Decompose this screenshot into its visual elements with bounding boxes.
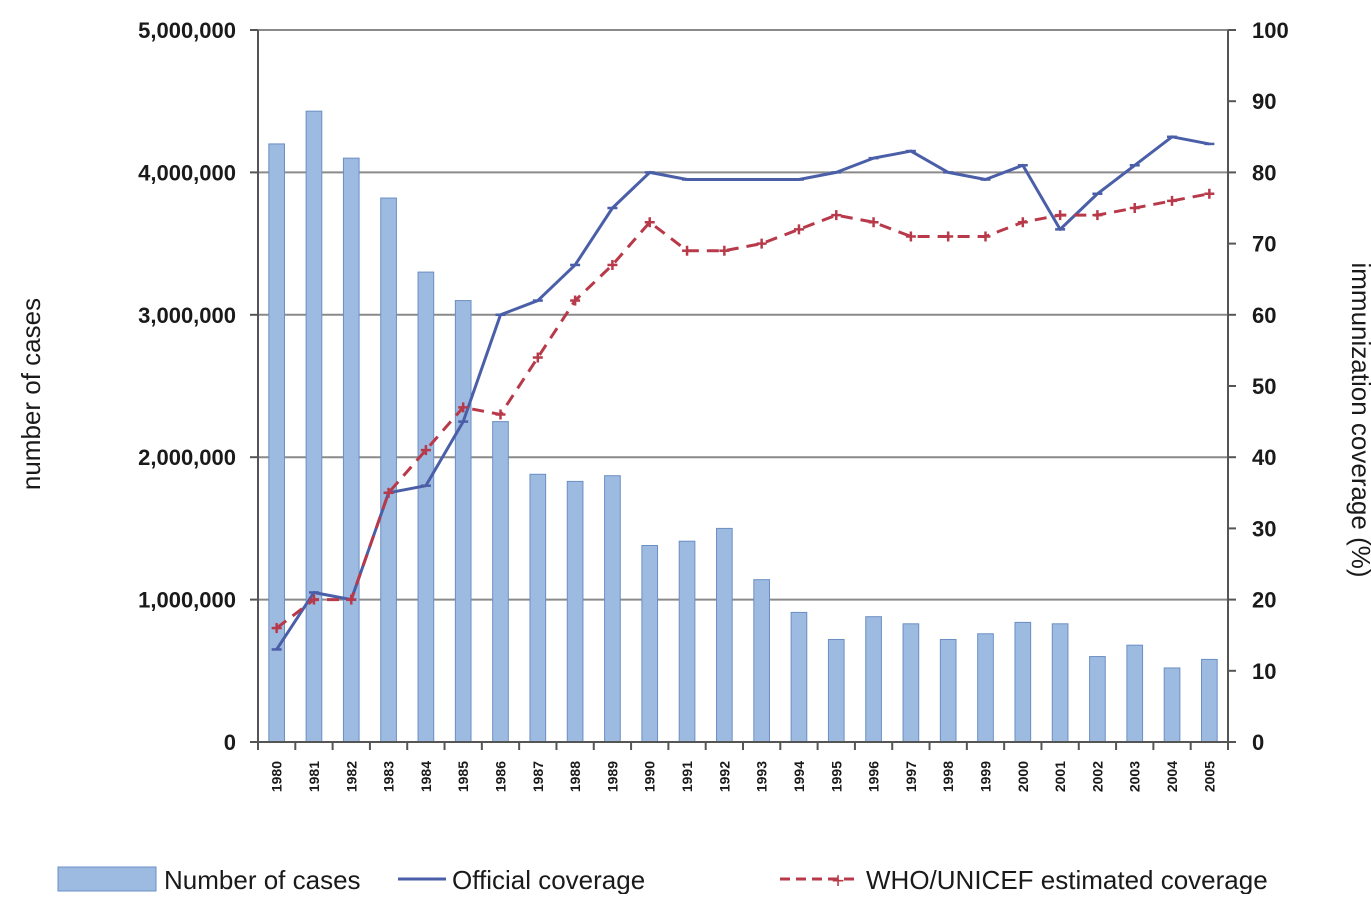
x-tick-label: 1995 xyxy=(828,761,844,792)
bar xyxy=(977,633,994,743)
series-who-line xyxy=(275,192,1210,630)
bar xyxy=(827,638,845,743)
bar xyxy=(342,157,360,743)
x-tick-label: 2003 xyxy=(1127,761,1143,792)
x-tick-label: 1997 xyxy=(903,761,919,792)
x-tick-label: 1992 xyxy=(716,761,732,792)
x-tick-label: 1996 xyxy=(866,761,882,792)
bar xyxy=(678,540,696,743)
bar xyxy=(939,638,957,743)
y-right-tick-label: 20 xyxy=(1252,588,1276,613)
legend: Number of cases Official coverage + WHO/… xyxy=(57,865,1268,895)
x-tick-label: 1980 xyxy=(269,761,285,792)
bar xyxy=(1089,656,1106,743)
bar xyxy=(1014,621,1032,743)
legend-label-who: WHO/UNICEF estimated coverage xyxy=(866,865,1268,894)
y-left-tick-label: 4,000,000 xyxy=(138,160,236,185)
x-tick-label: 1986 xyxy=(493,761,509,792)
x-tick-label: 1999 xyxy=(978,761,994,792)
legend-marker-who: + xyxy=(832,868,845,893)
x-tick-label: 1998 xyxy=(940,761,956,792)
y-right-tick-label: 50 xyxy=(1252,374,1276,399)
y-right-tick-label: 40 xyxy=(1252,445,1276,470)
y-left-tick-label: 5,000,000 xyxy=(138,18,236,43)
legend-label-official: Official coverage xyxy=(452,865,645,894)
y-right-tick-label: 10 xyxy=(1252,659,1276,684)
x-tick-label: 1987 xyxy=(530,761,546,792)
legend-label-cases: Number of cases xyxy=(164,865,361,894)
x-tick-label: 1989 xyxy=(604,761,620,792)
x-tick-label: 2002 xyxy=(1089,761,1105,792)
lines xyxy=(271,135,1215,651)
bar xyxy=(790,611,808,743)
bar xyxy=(902,623,920,743)
bar xyxy=(566,480,584,743)
tick-labels: 0 1,000,000 2,000,000 3,000,000 4,000,000 5,0… xyxy=(138,18,1289,792)
bar xyxy=(380,197,397,743)
bar xyxy=(1163,667,1181,743)
x-tick-label: 1988 xyxy=(567,761,583,792)
bar xyxy=(1126,644,1144,743)
y-left-tick-label: 3,000,000 xyxy=(138,303,236,328)
y-left-tick-label: 1,000,000 xyxy=(138,588,236,613)
bar xyxy=(1051,623,1069,743)
y-right-tick-label: 30 xyxy=(1252,516,1276,541)
bar xyxy=(865,616,882,743)
x-tick-label: 1983 xyxy=(381,761,397,792)
x-tick-label: 2005 xyxy=(1201,761,1217,792)
y-right-tick-label: 80 xyxy=(1252,160,1276,185)
legend-swatch-cases xyxy=(57,866,157,892)
x-tick-label: 1991 xyxy=(679,761,695,792)
bar xyxy=(1201,658,1218,743)
bar xyxy=(268,143,285,743)
y-axis-right-label: immunization coverage (%) xyxy=(1346,262,1371,577)
x-tick-label: 1993 xyxy=(754,761,770,792)
x-tick-label: 1984 xyxy=(418,761,434,792)
bar xyxy=(716,527,733,743)
series-official-line xyxy=(275,135,1210,651)
x-tick-label: 1990 xyxy=(642,761,658,792)
y-right-tick-label: 70 xyxy=(1252,232,1276,257)
bar xyxy=(417,271,435,743)
bar xyxy=(604,475,621,743)
y-right-tick-label: 100 xyxy=(1252,18,1289,43)
x-tick-label: 2004 xyxy=(1164,761,1180,792)
y-right-tick-label: 90 xyxy=(1252,89,1276,114)
x-tick-label: 1981 xyxy=(306,761,322,792)
x-tick-label: 2000 xyxy=(1015,761,1031,792)
bar xyxy=(641,544,659,743)
x-tick-label: 1994 xyxy=(791,761,807,792)
y-left-tick-label: 0 xyxy=(224,730,236,755)
x-tick-label: 1985 xyxy=(455,761,471,792)
axes xyxy=(250,29,1236,750)
bar xyxy=(492,421,509,743)
bar xyxy=(529,473,547,743)
y-right-tick-label: 0 xyxy=(1252,730,1264,755)
bar xyxy=(454,300,472,743)
bar xyxy=(753,579,770,743)
y-axis-left-label: number of cases xyxy=(16,298,46,490)
bar xyxy=(305,110,323,743)
x-tick-label: 2001 xyxy=(1052,761,1068,792)
y-right-tick-label: 60 xyxy=(1252,303,1276,328)
y-left-tick-label: 2,000,000 xyxy=(138,445,236,470)
x-tick-label: 1982 xyxy=(343,761,359,792)
